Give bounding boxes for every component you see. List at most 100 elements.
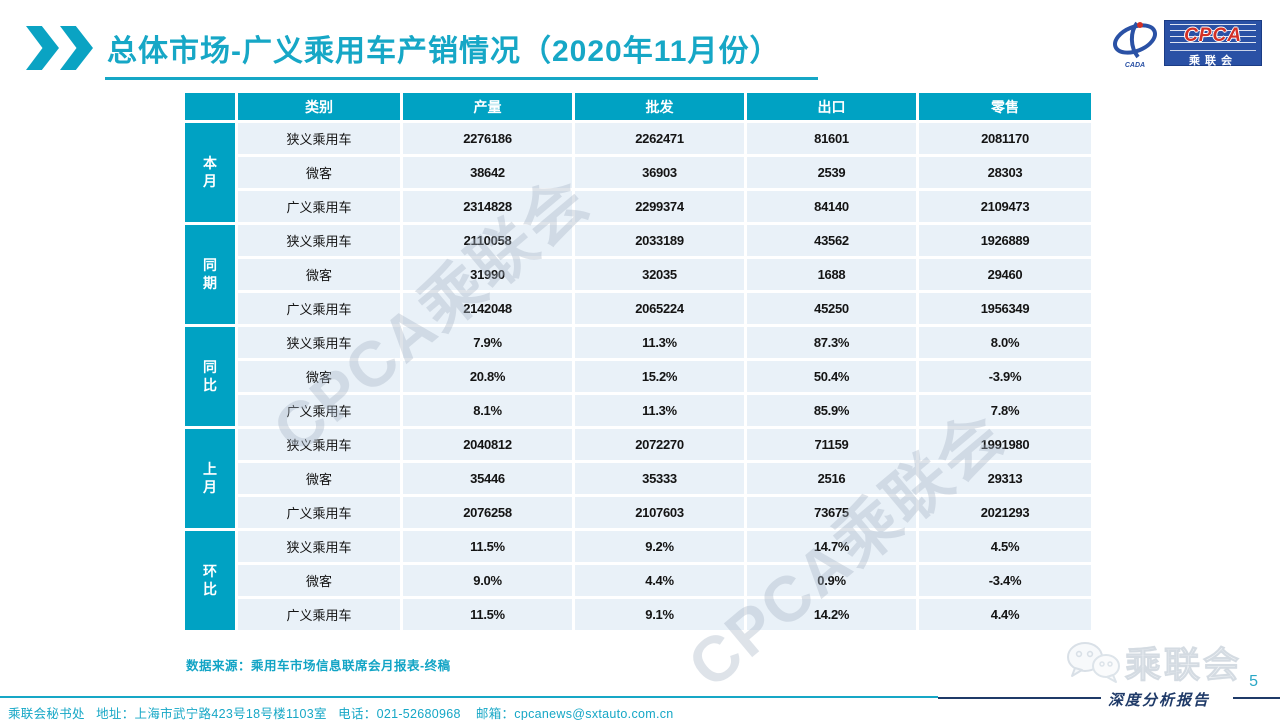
value-cell: 2021293 <box>919 497 1091 528</box>
report-badge: 深度分析报告 <box>1104 689 1215 710</box>
value-cell: 35333 <box>575 463 744 494</box>
row-group-label: 环 比 <box>185 531 235 630</box>
source-note: 数据来源：乘用车市场信息联席会月报表-终稿 <box>186 659 451 673</box>
value-cell: 87.3% <box>747 327 916 358</box>
category-cell: 微客 <box>238 463 400 494</box>
category-cell: 广义乘用车 <box>238 497 400 528</box>
table-row: 微客 20.8% 15.2% 50.4% -3.9% <box>185 361 1091 392</box>
logo-cpca-subtext: 乘联会 <box>1170 50 1256 68</box>
value-cell: 9.0% <box>403 565 572 596</box>
cpca-logo: CADA CPCA 乘联会 <box>1110 20 1262 69</box>
table-row: 微客 38642 36903 2539 28303 <box>185 157 1091 188</box>
emblem-subtext: CADA <box>1124 62 1146 69</box>
value-cell: 11.3% <box>575 395 744 426</box>
category-cell: 狭义乘用车 <box>238 123 400 154</box>
page-number: 5 <box>1249 673 1258 690</box>
table-row: 广义乘用车 2142048 2065224 45250 1956349 <box>185 293 1091 324</box>
category-cell: 狭义乘用车 <box>238 225 400 256</box>
value-cell: 1688 <box>747 259 916 290</box>
table-row: 微客 9.0% 4.4% 0.9% -3.4% <box>185 565 1091 596</box>
cpca-logo-box: CPCA 乘联会 <box>1164 20 1262 68</box>
bottom-rule-navy-left <box>938 697 1101 699</box>
cpca-emblem-icon: CADA <box>1110 20 1160 69</box>
value-cell: 2033189 <box>575 225 744 256</box>
row-group-label: 上 月 <box>185 429 235 528</box>
table-header-row: 类别 产量 批发 出口 零售 <box>185 93 1091 120</box>
value-cell: 1926889 <box>919 225 1091 256</box>
value-cell: 1991980 <box>919 429 1091 460</box>
row-group-label: 同 比 <box>185 327 235 426</box>
value-cell: 38642 <box>403 157 572 188</box>
value-cell: 2110058 <box>403 225 572 256</box>
value-cell: 28303 <box>919 157 1091 188</box>
bottom-rule-teal <box>0 696 938 698</box>
value-cell: 29460 <box>919 259 1091 290</box>
value-cell: 4.4% <box>575 565 744 596</box>
value-cell: 43562 <box>747 225 916 256</box>
value-cell: 2314828 <box>403 191 572 222</box>
value-cell: 71159 <box>747 429 916 460</box>
value-cell: 36903 <box>575 157 744 188</box>
table-wrap: 类别 产量 批发 出口 零售本 月狭义乘用车 2276186 2262471 81601 208… <box>182 90 1094 633</box>
category-cell: 狭义乘用车 <box>238 531 400 562</box>
row-group-label: 本 月 <box>185 123 235 222</box>
value-cell: -3.9% <box>919 361 1091 392</box>
table-row: 广义乘用车 2076258 2107603 73675 2021293 <box>185 497 1091 528</box>
value-cell: 2065224 <box>575 293 744 324</box>
value-cell: 9.2% <box>575 531 744 562</box>
value-cell: 81601 <box>747 123 916 154</box>
value-cell: 11.5% <box>403 531 572 562</box>
column-header: 类别 <box>238 93 400 120</box>
value-cell: 2539 <box>747 157 916 188</box>
category-cell: 广义乘用车 <box>238 599 400 630</box>
table-corner-cell <box>185 93 235 120</box>
value-cell: 2107603 <box>575 497 744 528</box>
chevron-right-icon <box>26 26 59 70</box>
value-cell: 1956349 <box>919 293 1091 324</box>
page-title: 总体市场-广义乘用车产销情况（2020年11月份） <box>105 26 819 80</box>
column-header: 产量 <box>403 93 572 120</box>
value-cell: 14.7% <box>747 531 916 562</box>
wechat-account-logo: 乘联会 <box>1061 636 1242 688</box>
value-cell: 2072270 <box>575 429 744 460</box>
value-cell: 2109473 <box>919 191 1091 222</box>
category-cell: 狭义乘用车 <box>238 327 400 358</box>
value-cell: 2040812 <box>403 429 572 460</box>
value-cell: 14.2% <box>747 599 916 630</box>
value-cell: 2081170 <box>919 123 1091 154</box>
value-cell: 8.0% <box>919 327 1091 358</box>
table-row: 本 月狭义乘用车 2276186 2262471 81601 2081170 <box>185 123 1091 222</box>
row-group-label: 同 期 <box>185 225 235 324</box>
chat-bubbles-icon <box>1066 642 1120 683</box>
category-cell: 微客 <box>238 157 400 188</box>
table-row: 环 比狭义乘用车 11.5% 9.2% 14.7% 4.5% <box>185 531 1091 630</box>
value-cell: 2516 <box>747 463 916 494</box>
value-cell: 2276186 <box>403 123 572 154</box>
category-cell: 微客 <box>238 565 400 596</box>
table-row: 广义乘用车 2314828 2299374 84140 2109473 <box>185 191 1091 222</box>
value-cell: 31990 <box>403 259 572 290</box>
value-cell: 20.8% <box>403 361 572 392</box>
category-cell: 狭义乘用车 <box>238 429 400 460</box>
value-cell: 2262471 <box>575 123 744 154</box>
category-cell: 广义乘用车 <box>238 191 400 222</box>
gray-logo-text: 乘联会 <box>1124 644 1242 686</box>
table-row: 同 比狭义乘用车 7.9% 11.3% 87.3% 8.0% <box>185 327 1091 426</box>
value-cell: 2299374 <box>575 191 744 222</box>
value-cell: 7.8% <box>919 395 1091 426</box>
footer-contact: 乘联会秘书处 地址：上海市武宁路423号18号楼1103室 电话：021-526… <box>8 707 674 720</box>
value-cell: 29313 <box>919 463 1091 494</box>
value-cell: 8.1% <box>403 395 572 426</box>
table-row: 微客 35446 35333 2516 29313 <box>185 463 1091 494</box>
column-header: 出口 <box>747 93 916 120</box>
table-row: 同 期狭义乘用车 2110058 2033189 43562 1926889 <box>185 225 1091 324</box>
value-cell: 2076258 <box>403 497 572 528</box>
value-cell: 9.1% <box>575 599 744 630</box>
value-cell: 4.5% <box>919 531 1091 562</box>
table-row: 广义乘用车 11.5% 9.1% 14.2% 4.4% <box>185 599 1091 630</box>
value-cell: 11.5% <box>403 599 572 630</box>
value-cell: 35446 <box>403 463 572 494</box>
column-header: 批发 <box>575 93 744 120</box>
logo-cpca-text: CPCA <box>1184 25 1242 46</box>
